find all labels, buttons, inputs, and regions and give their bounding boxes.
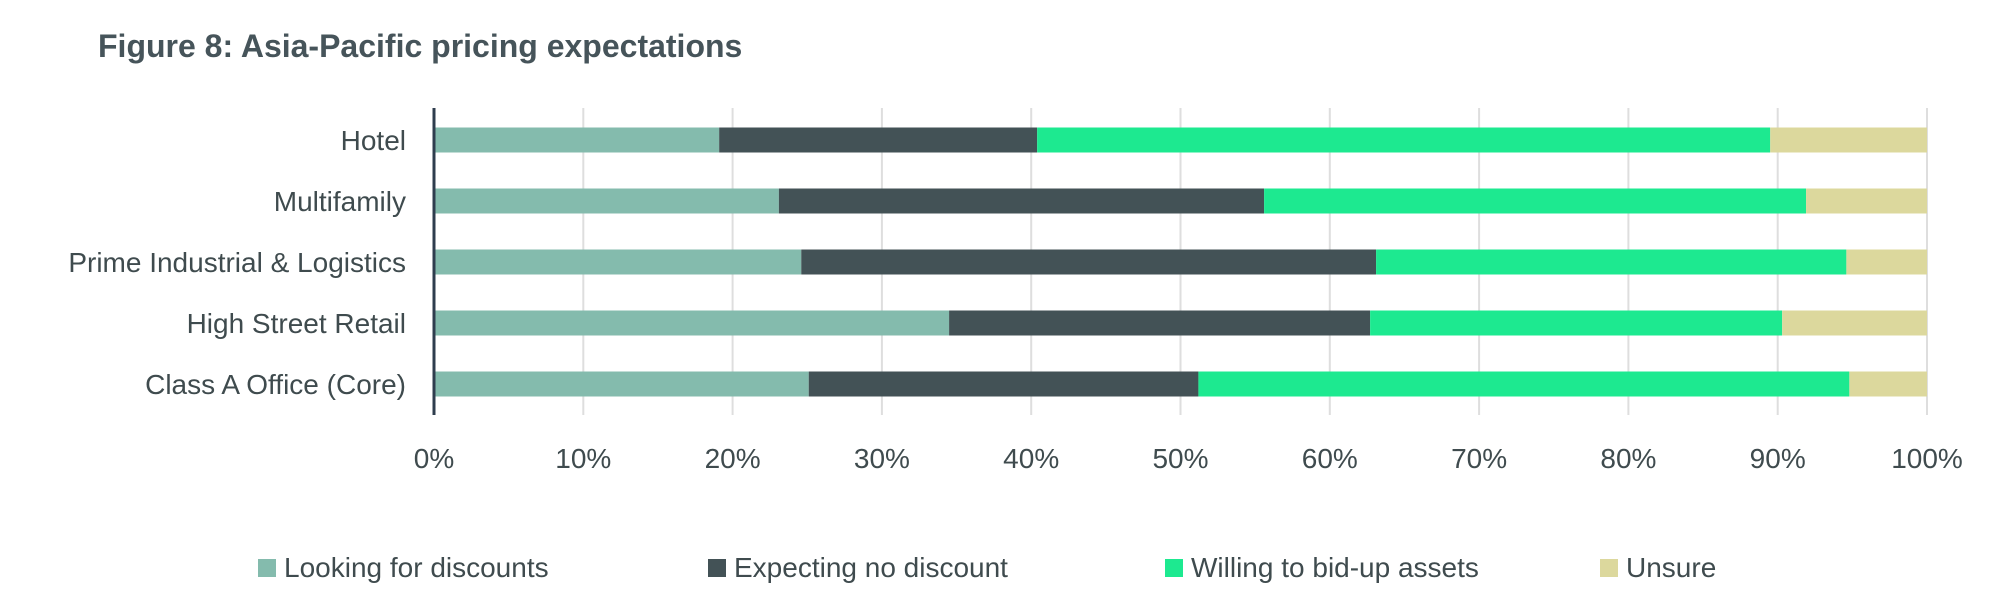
legend: Looking for discounts Expecting no discou… — [0, 552, 2000, 592]
legend-swatch — [1165, 559, 1183, 577]
x-tick-label: 70% — [1451, 443, 1507, 474]
bar-segment — [719, 127, 1038, 153]
legend-item: Willing to bid-up assets — [1165, 552, 1479, 584]
x-tick-label: 10% — [555, 443, 611, 474]
bar-segment — [1770, 127, 1927, 153]
legend-swatch — [708, 559, 726, 577]
category-label: High Street Retail — [187, 308, 406, 339]
bar-segment — [434, 371, 809, 397]
legend-swatch — [258, 559, 276, 577]
bar-segment — [778, 188, 1265, 214]
x-tick-label: 50% — [1152, 443, 1208, 474]
category-labels: Hotel Multifamily Prime Industrial & Logis… — [68, 125, 406, 400]
bar-segment — [1198, 371, 1850, 397]
bar-segment — [434, 310, 950, 336]
bars — [434, 127, 1927, 397]
x-tick-label: 100% — [1891, 443, 1963, 474]
category-label: Hotel — [341, 125, 406, 156]
bar-segment — [808, 371, 1199, 397]
legend-label: Looking for discounts — [284, 552, 549, 583]
bar-segment — [1370, 310, 1783, 336]
legend-label: Unsure — [1626, 552, 1717, 583]
bar-segment — [1264, 188, 1807, 214]
legend-swatch — [1600, 559, 1618, 577]
bar-segment — [1782, 310, 1927, 336]
x-tick-label: 0% — [414, 443, 454, 474]
bar-segment — [1846, 249, 1927, 275]
chart-title: Figure 8: Asia-Pacific pricing expectati… — [98, 28, 743, 64]
bar-segment — [1037, 127, 1771, 153]
legend-label: Expecting no discount — [734, 552, 1008, 583]
bar-segment — [434, 249, 802, 275]
bar-segment — [801, 249, 1377, 275]
legend-item: Unsure — [1600, 552, 1716, 584]
bar-segment — [434, 188, 779, 214]
x-tick-label: 30% — [854, 443, 910, 474]
legend-label: Willing to bid-up assets — [1191, 552, 1479, 583]
x-tick-label: 20% — [705, 443, 761, 474]
x-tick-label: 90% — [1750, 443, 1806, 474]
category-label: Prime Industrial & Logistics — [68, 247, 406, 278]
bar-segment — [1376, 249, 1847, 275]
bar-segment — [949, 310, 1371, 336]
bar-segment — [1806, 188, 1927, 214]
x-tick-label: 40% — [1003, 443, 1059, 474]
legend-item: Looking for discounts — [258, 552, 549, 584]
x-tick-labels: 0% 10% 20% 30% 40% 50% 60% 70% 80% 90% 100% — [414, 443, 1963, 474]
x-tick-label: 60% — [1302, 443, 1358, 474]
bar-segment — [1849, 371, 1927, 397]
category-label: Multifamily — [274, 186, 406, 217]
legend-item: Expecting no discount — [708, 552, 1008, 584]
category-label: Class A Office (Core) — [145, 369, 406, 400]
bar-segment — [434, 127, 720, 153]
x-tick-label: 80% — [1600, 443, 1656, 474]
